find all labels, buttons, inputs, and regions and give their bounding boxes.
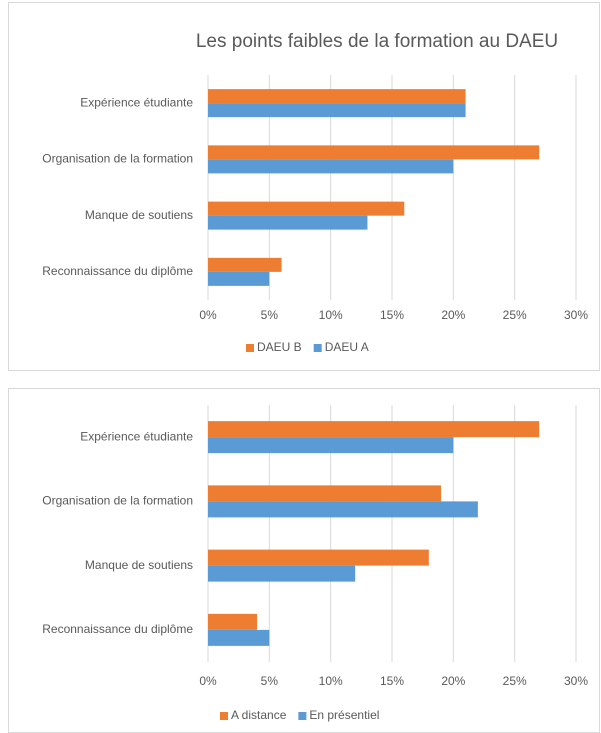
legend-swatch [298,712,307,720]
legend-label: DAEU B [257,340,302,354]
bar [208,565,356,582]
bar [208,145,540,160]
x-tick-label: 30% [564,308,588,322]
bar [208,271,270,286]
x-tick-label: 20% [441,674,465,688]
bar [208,103,466,118]
y-tick-label: Expérience étudiante [80,429,193,443]
legend-label: En présentiel [309,708,379,722]
bar [208,421,540,438]
x-tick-label: 10% [319,674,343,688]
x-tick-label: 25% [503,674,527,688]
y-tick-label: Reconnaissance du diplôme [42,264,193,278]
x-tick-label: 5% [261,308,279,322]
chart-frame [8,2,600,371]
y-tick-label: Manque de soutiens [85,558,193,572]
bar [208,215,368,230]
bar [208,159,454,174]
legend-swatch [246,344,254,352]
legend-label: DAEU A [325,340,369,354]
bar [208,629,270,646]
y-tick-label: Organisation de la formation [42,152,193,166]
bar [208,257,282,272]
bar [208,437,454,454]
y-tick-label: Manque de soutiens [85,208,193,222]
bar [208,201,405,216]
legend-swatch [220,712,228,720]
x-tick-label: 10% [319,308,343,322]
x-tick-label: 30% [564,674,588,688]
y-tick-label: Organisation de la formation [42,494,193,508]
bar [208,485,442,502]
y-tick-label: Expérience étudiante [80,95,193,109]
bar [208,549,429,566]
bar [208,613,258,630]
x-tick-label: 15% [380,308,404,322]
x-tick-label: 5% [261,674,279,688]
bar [208,89,466,104]
x-tick-label: 0% [199,674,217,688]
bar [208,501,478,518]
legend-label: A distance [231,708,287,722]
x-tick-label: 0% [199,308,217,322]
x-tick-label: 25% [503,308,527,322]
x-tick-label: 15% [380,674,404,688]
legend-swatch [313,344,322,352]
chart-title: Les points faibles de la formation au DA… [196,31,558,52]
y-tick-label: Reconnaissance du diplôme [42,622,193,636]
x-tick-label: 20% [441,308,465,322]
